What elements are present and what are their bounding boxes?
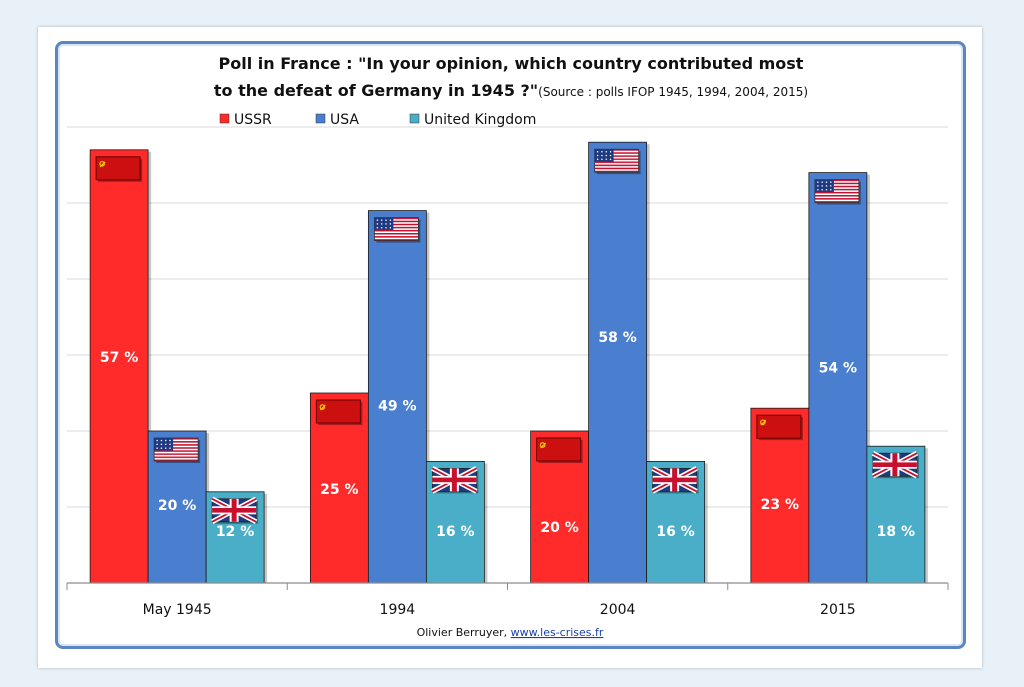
bar-usa-1994 (367, 210, 427, 584)
x-tick-label: 2015 (820, 602, 856, 618)
legend-label: United Kingdom (424, 112, 536, 128)
x-tick-label: 2004 (600, 602, 636, 618)
usa-flag (594, 148, 641, 175)
footer-author: Olivier Berruyer, (417, 626, 508, 639)
usa-flag (153, 437, 201, 463)
uk-flag (431, 466, 479, 494)
ussr-flag (536, 437, 583, 463)
data-label: 20 % (158, 498, 196, 514)
legend-label: USA (330, 112, 359, 128)
chart-title-line1: Poll in France : "In your opinion, which… (219, 54, 804, 73)
chart-title-line2-group: to the defeat of Germany in 1945 ?"(Sour… (214, 81, 808, 100)
x-tick-label: 1994 (380, 602, 416, 618)
bar-ussr-1994 (309, 392, 369, 584)
usa-flag (373, 217, 421, 243)
bars-group: 57 % 20 % 12 % 25 % 49 % 16 % 20 % 58 % 16 % 23 %… (89, 141, 928, 584)
chart-title-line2: to the defeat of Germany in 1945 ?" (214, 81, 538, 100)
data-label: 12 % (216, 524, 254, 540)
data-label: 58 % (598, 330, 636, 346)
data-label: 57 % (100, 350, 138, 366)
data-label: 20 % (540, 520, 578, 536)
chart-subtitle: (Source : polls IFOP 1945, 1994, 2004, 2… (538, 85, 808, 99)
footer-link[interactable]: www.les-crises.fr (511, 626, 604, 639)
bar-ussr-may-1945 (89, 149, 149, 584)
x-axis: May 1945 1994 2004 2015 (66, 582, 949, 618)
legend: USSR USA United Kingdom (219, 112, 536, 128)
legend-swatch (409, 113, 420, 124)
data-label: 16 % (656, 524, 694, 540)
footer-credit: Olivier Berruyer, www.les-crises.fr (417, 626, 604, 639)
bar-usa-2015 (808, 172, 868, 584)
ussr-flag (756, 414, 803, 441)
legend-label: USSR (234, 112, 272, 128)
data-label: 49 % (378, 399, 416, 415)
data-label: 23 % (761, 497, 799, 513)
data-label: 25 % (320, 482, 358, 498)
bar-usa-2004 (588, 141, 648, 584)
grid-lines (67, 126, 948, 508)
uk-flag (210, 496, 259, 525)
ussr-flag (315, 399, 363, 425)
ussr-flag (95, 156, 143, 182)
uk-flag (871, 450, 919, 479)
legend-item-united-kingdom: United Kingdom (409, 112, 536, 128)
data-label: 54 % (819, 361, 857, 377)
usa-flag (814, 179, 861, 205)
data-label: 16 % (436, 524, 474, 540)
uk-flag (651, 466, 699, 494)
legend-item-usa: USA (315, 112, 359, 128)
data-label: 18 % (877, 524, 915, 540)
x-tick-label: May 1945 (143, 602, 212, 618)
legend-swatch (219, 113, 230, 124)
legend-swatch (315, 113, 326, 124)
legend-item-ussr: USSR (219, 112, 272, 128)
